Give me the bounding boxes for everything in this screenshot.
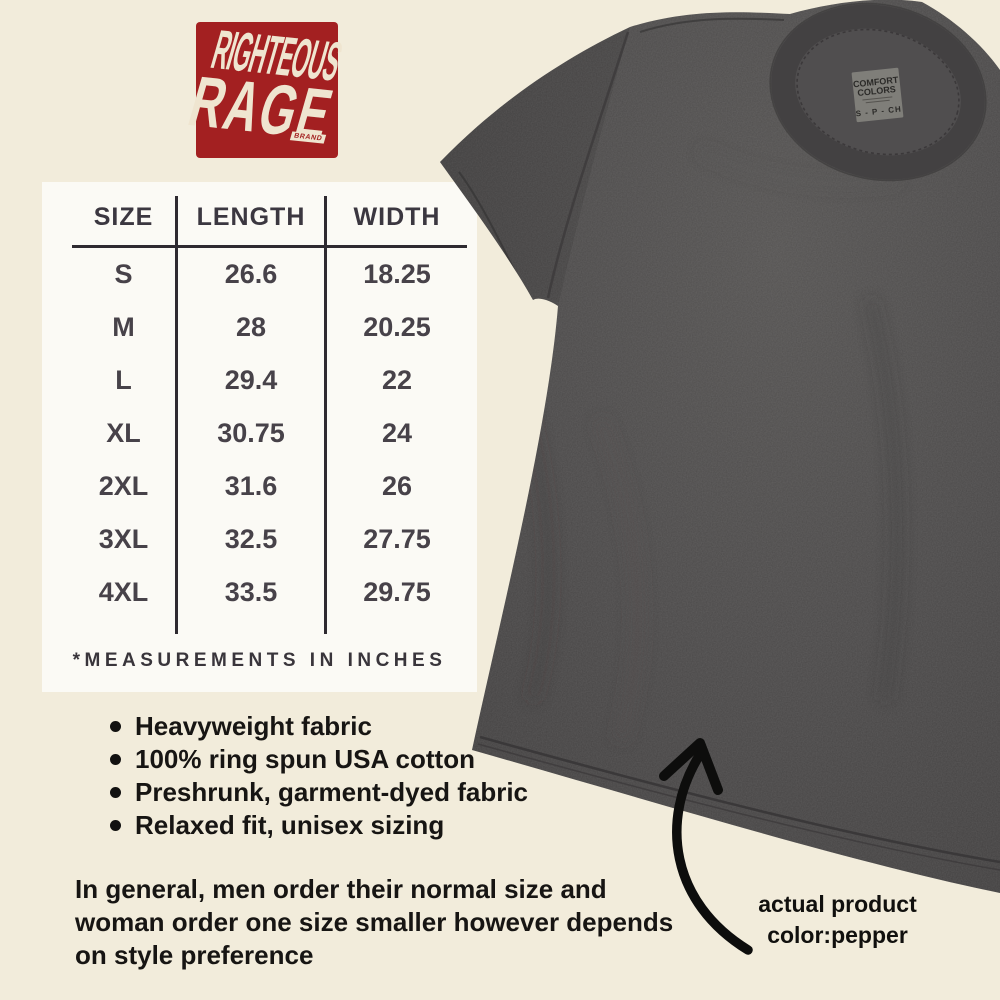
neck-label: COMFORT COLORS S - P - CH [851, 67, 904, 123]
table-row-width: 18.25 [363, 259, 431, 289]
brand-logo-text: RIGHTEOUS RAGE [177, 16, 356, 164]
table-row-length: 26.6 [178, 248, 327, 301]
column-header-width: WIDTH [327, 196, 467, 248]
size-chart-panel: SIZE LENGTH WIDTH S 26.6 18.25 M 28 20.2… [42, 182, 477, 692]
table-row-size: S [72, 248, 178, 301]
bullet-dot-icon [110, 721, 121, 732]
table-row-length: 31.6 [178, 460, 327, 513]
bottom-hem-stitch-2 [477, 743, 1000, 871]
feature-item: Preshrunk, garment-dyed fabric [110, 776, 528, 809]
table-row-width: 20.25 [363, 312, 431, 342]
label-fineprint-line [865, 99, 890, 104]
feature-text: Heavyweight fabric [135, 711, 372, 741]
table-row-length: 32.5 [178, 513, 327, 566]
caption-line-2: color:pepper [767, 922, 908, 948]
neck-label-brand-line1: COMFORT [852, 75, 899, 90]
table-row-length: 29.4 [178, 354, 327, 407]
table-row-length: 28 [178, 301, 327, 354]
caption-line-1: actual product [758, 891, 917, 917]
bullet-dot-icon [110, 820, 121, 831]
table-row-length: 30.75 [178, 407, 327, 460]
collar [769, 2, 987, 182]
table-row-width: 22 [381, 365, 413, 395]
shoulder-seam [639, 17, 785, 33]
brand-logo: RIGHTEOUS RAGE BRAND [181, 21, 347, 158]
table-row-size: 4XL [72, 566, 178, 634]
fabric-wrinkles [514, 145, 903, 743]
size-chart-table: SIZE LENGTH WIDTH S 26.6 18.25 M 28 20.2… [72, 196, 467, 634]
measurements-note: *MEASUREMENTS IN INCHES [72, 650, 447, 671]
bullet-dot-icon [110, 787, 121, 798]
column-header-length: LENGTH [178, 196, 327, 248]
feature-item: Heavyweight fabric [110, 710, 528, 743]
table-row-width: 27.75 [363, 524, 431, 554]
bullet-dot-icon [110, 754, 121, 765]
table-row-width: 29.75 [363, 577, 431, 607]
table-row-size: 3XL [72, 513, 178, 566]
table-row-size: XL [72, 407, 178, 460]
table-row-size: 2XL [72, 460, 178, 513]
neck-label-brand-line2: COLORS [857, 84, 896, 98]
bottom-hem-stitch [479, 735, 1000, 864]
feature-list: Heavyweight fabric 100% ring spun USA co… [110, 710, 528, 842]
table-row-size: M [72, 301, 178, 354]
neck-label-sizes: S - P - CH [855, 105, 902, 119]
table-row-size: L [72, 354, 178, 407]
feature-item: 100% ring spun USA cotton [110, 743, 528, 776]
feature-text: Preshrunk, garment-dyed fabric [135, 777, 528, 807]
table-row-width: 24 [381, 418, 413, 448]
column-header-size: SIZE [72, 196, 178, 248]
feature-text: 100% ring spun USA cotton [135, 744, 475, 774]
sizing-advice-text: In general, men order their normal size … [75, 874, 674, 970]
label-fineprint-line [862, 96, 893, 101]
feature-item: Relaxed fit, unisex sizing [110, 809, 528, 842]
table-row-length: 33.5 [178, 566, 327, 634]
fabric-texture [440, 0, 1000, 893]
table-row-width: 26 [381, 471, 413, 501]
product-color-caption: actual product color:pepper [730, 889, 945, 951]
armhole-seam [546, 31, 630, 299]
feature-text: Relaxed fit, unisex sizing [135, 810, 445, 840]
